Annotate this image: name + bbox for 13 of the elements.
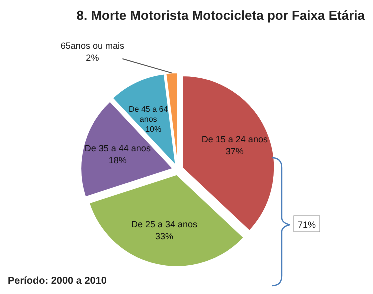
text: 71% [298,220,316,230]
data-label: 33% [155,232,174,242]
data-label: 2% [86,53,100,64]
data-label: 37% [226,146,244,156]
slice-label: De 15 a 24 anos [202,134,268,144]
slice-label: De 35 a 44 anos [84,144,152,154]
chart-title: 8. Morte Motorista Motocicleta por Faixa Etária [76,8,366,23]
slice-label: De 45 a 64 anos [129,104,169,124]
text: Período: 2000 a 2010 [8,276,108,287]
data-label: 10% [146,124,162,134]
slice-label: De 25 a 34 anos [131,220,198,230]
slice-label: 65anos ou mais [60,41,125,52]
data-label: 18% [108,156,127,166]
